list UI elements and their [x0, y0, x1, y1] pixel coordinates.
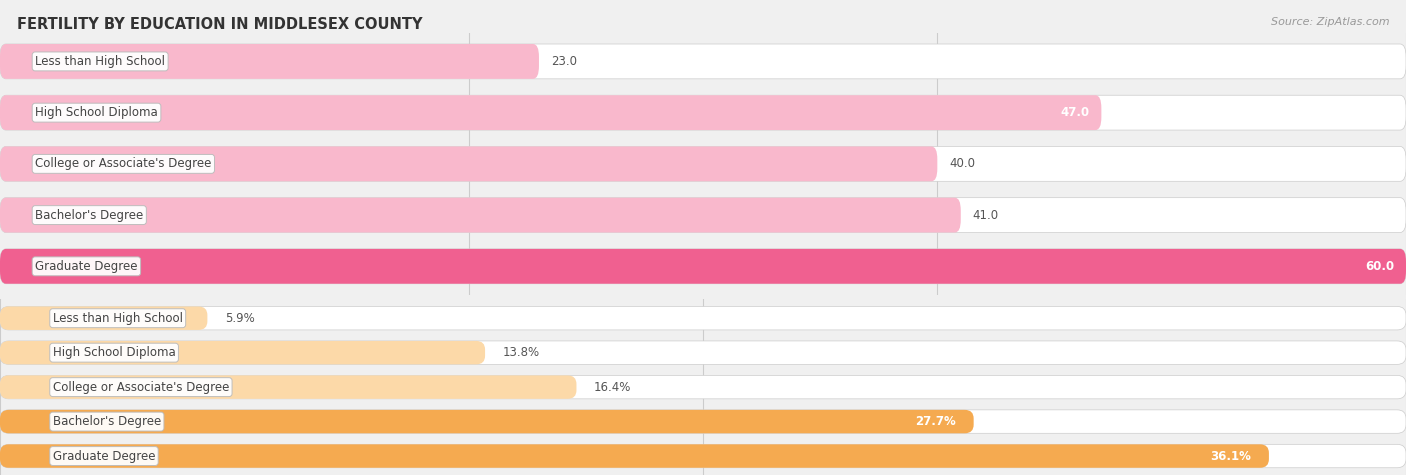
- Text: Less than High School: Less than High School: [35, 55, 165, 68]
- Text: 40.0: 40.0: [949, 157, 974, 171]
- FancyBboxPatch shape: [0, 444, 1268, 468]
- Text: Graduate Degree: Graduate Degree: [35, 260, 138, 273]
- Text: 23.0: 23.0: [551, 55, 576, 68]
- Text: High School Diploma: High School Diploma: [53, 346, 176, 359]
- Text: 27.7%: 27.7%: [915, 415, 956, 428]
- Text: 41.0: 41.0: [973, 209, 998, 222]
- FancyBboxPatch shape: [0, 44, 538, 79]
- Text: High School Diploma: High School Diploma: [35, 106, 157, 119]
- FancyBboxPatch shape: [0, 306, 1406, 330]
- Text: 36.1%: 36.1%: [1211, 449, 1251, 463]
- FancyBboxPatch shape: [0, 306, 208, 330]
- Text: College or Associate's Degree: College or Associate's Degree: [53, 380, 229, 394]
- FancyBboxPatch shape: [0, 341, 485, 364]
- FancyBboxPatch shape: [0, 198, 960, 233]
- Text: Less than High School: Less than High School: [53, 312, 183, 325]
- Text: 5.9%: 5.9%: [225, 312, 254, 325]
- FancyBboxPatch shape: [0, 146, 1406, 181]
- Text: Bachelor's Degree: Bachelor's Degree: [35, 209, 143, 222]
- Text: 47.0: 47.0: [1060, 106, 1090, 119]
- FancyBboxPatch shape: [0, 375, 1406, 399]
- FancyBboxPatch shape: [0, 375, 576, 399]
- Text: Graduate Degree: Graduate Degree: [53, 449, 155, 463]
- FancyBboxPatch shape: [0, 410, 1406, 433]
- FancyBboxPatch shape: [0, 44, 1406, 79]
- FancyBboxPatch shape: [0, 341, 1406, 364]
- FancyBboxPatch shape: [0, 146, 938, 181]
- Text: 16.4%: 16.4%: [593, 380, 631, 394]
- FancyBboxPatch shape: [0, 249, 1406, 284]
- Text: Source: ZipAtlas.com: Source: ZipAtlas.com: [1271, 17, 1389, 27]
- Text: FERTILITY BY EDUCATION IN MIDDLESEX COUNTY: FERTILITY BY EDUCATION IN MIDDLESEX COUN…: [17, 17, 422, 32]
- FancyBboxPatch shape: [0, 444, 1406, 468]
- FancyBboxPatch shape: [0, 95, 1101, 130]
- Text: 13.8%: 13.8%: [503, 346, 540, 359]
- FancyBboxPatch shape: [0, 249, 1406, 284]
- Text: 60.0: 60.0: [1365, 260, 1395, 273]
- FancyBboxPatch shape: [0, 198, 1406, 233]
- Text: Bachelor's Degree: Bachelor's Degree: [53, 415, 160, 428]
- FancyBboxPatch shape: [0, 410, 973, 433]
- FancyBboxPatch shape: [0, 95, 1406, 130]
- Text: College or Associate's Degree: College or Associate's Degree: [35, 157, 211, 171]
